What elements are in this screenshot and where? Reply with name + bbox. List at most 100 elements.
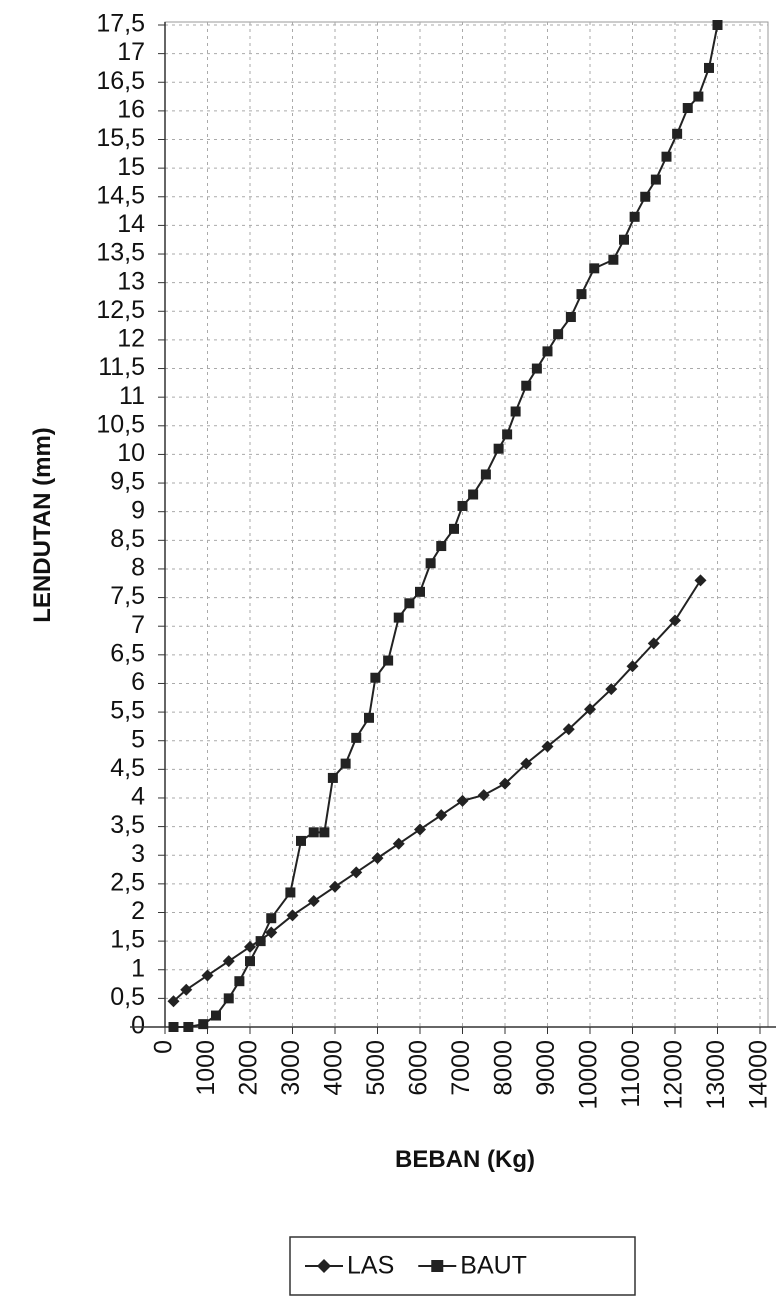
point: [521, 381, 531, 391]
point: [328, 773, 338, 783]
y-axis-label: LENDUTAN (mm): [29, 427, 56, 623]
point: [309, 827, 319, 837]
y-tick-label: 9,5: [110, 468, 145, 496]
point: [436, 541, 446, 551]
point: [532, 364, 542, 374]
x-tick-label: 8000: [490, 1040, 518, 1096]
y-tick-label: 4,5: [110, 754, 145, 782]
y-tick-label: 15: [117, 153, 145, 181]
y-tick-label: 6: [131, 668, 145, 696]
point: [372, 852, 384, 864]
y-tick-label: 17,5: [96, 10, 145, 38]
point: [234, 976, 244, 986]
point: [415, 587, 425, 597]
y-tick-label: 6,5: [110, 639, 145, 667]
y-tick-label: 11,5: [98, 353, 145, 381]
point: [553, 329, 563, 339]
point: [350, 866, 362, 878]
point: [619, 235, 629, 245]
y-tick-label: 10,5: [96, 410, 145, 438]
x-tick-label: 9000: [532, 1040, 560, 1096]
y-tick-label: 3: [131, 840, 145, 868]
point: [481, 469, 491, 479]
point: [651, 175, 661, 185]
y-tick-label: 1,5: [110, 926, 145, 954]
point: [266, 913, 276, 923]
series-line: [174, 25, 718, 1027]
point: [494, 444, 504, 454]
point: [198, 1019, 208, 1029]
point: [589, 263, 599, 273]
point: [224, 993, 234, 1003]
y-tick-label: 12: [117, 325, 145, 353]
y-tick-label: 3,5: [110, 811, 145, 839]
point: [713, 20, 723, 30]
y-tick-label: 5,5: [110, 697, 145, 725]
x-tick-label: 7000: [447, 1040, 475, 1096]
point: [256, 936, 266, 946]
point: [566, 312, 576, 322]
series-line: [174, 580, 701, 1001]
x-tick-label: 5000: [362, 1040, 390, 1096]
point: [502, 429, 512, 439]
point: [319, 827, 329, 837]
point: [383, 656, 393, 666]
point: [211, 1011, 221, 1021]
point: [478, 789, 490, 801]
y-tick-label: 4: [131, 783, 145, 811]
legend-marker: [431, 1260, 443, 1272]
x-axis-label: BEBAN (Kg): [395, 1146, 535, 1173]
point: [511, 406, 521, 416]
point: [577, 289, 587, 299]
y-tick-label: 0,5: [110, 983, 145, 1011]
y-tick-label: 1: [131, 954, 145, 982]
x-tick-label: 2000: [235, 1040, 263, 1096]
point: [245, 956, 255, 966]
y-tick-label: 14,5: [96, 181, 145, 209]
point: [426, 558, 436, 568]
y-tick-label: 17: [117, 38, 145, 66]
point: [404, 598, 414, 608]
point: [364, 713, 374, 723]
y-tick-label: 0: [131, 1012, 145, 1040]
x-tick-label: 14000: [745, 1040, 773, 1110]
point: [296, 836, 306, 846]
point: [468, 490, 478, 500]
point: [683, 103, 693, 113]
x-tick-label: 10000: [575, 1040, 603, 1110]
y-tick-label: 2,5: [110, 868, 145, 896]
x-tick-label: 4000: [320, 1040, 348, 1096]
y-tick-label: 5: [131, 725, 145, 753]
point: [458, 501, 468, 511]
chart: LENDUTAN (mm) BEBAN (Kg) 00,511,522,533,…: [0, 0, 776, 1300]
x-tick-label: 13000: [702, 1040, 730, 1110]
point: [414, 823, 426, 835]
point: [351, 733, 361, 743]
y-tick-label: 7,5: [110, 582, 145, 610]
x-tick-label: 12000: [660, 1040, 688, 1110]
point: [672, 129, 682, 139]
point: [449, 524, 459, 534]
point: [695, 574, 707, 586]
point: [693, 92, 703, 102]
y-tick-label: 9: [131, 496, 145, 524]
x-tick-label: 6000: [405, 1040, 433, 1096]
point: [169, 1022, 179, 1032]
point: [244, 941, 256, 953]
y-tick-label: 16,5: [96, 67, 145, 95]
point: [329, 881, 341, 893]
point: [308, 895, 320, 907]
point: [370, 673, 380, 683]
y-tick-label: 8: [131, 554, 145, 582]
y-tick-label: 8,5: [110, 525, 145, 553]
point: [704, 63, 714, 73]
y-tick-label: 15,5: [96, 124, 145, 152]
point: [630, 212, 640, 222]
x-tick-label: 11000: [617, 1040, 645, 1108]
point: [223, 955, 235, 967]
y-tick-label: 16: [117, 95, 145, 123]
point: [457, 795, 469, 807]
point: [394, 613, 404, 623]
plot-area: [165, 22, 768, 1027]
point: [393, 838, 405, 850]
